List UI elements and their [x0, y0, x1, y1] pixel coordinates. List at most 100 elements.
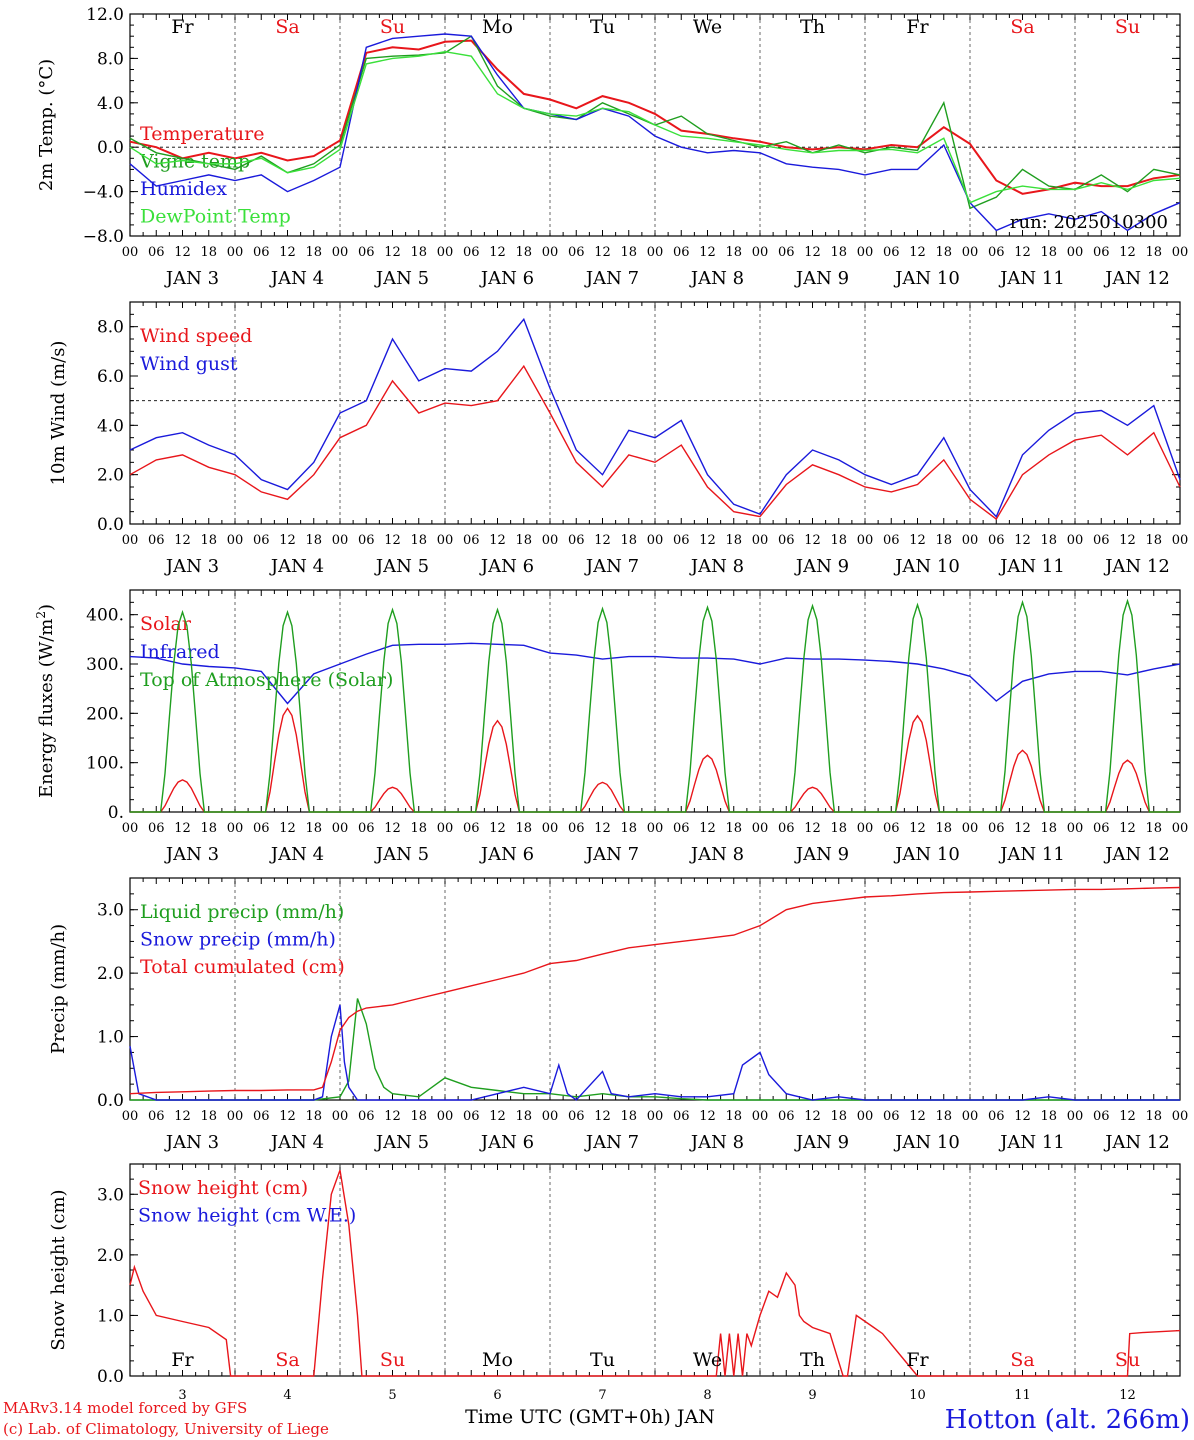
hour-tick-label: 00	[647, 533, 664, 548]
hour-tick-label: 06	[883, 533, 900, 548]
hour-tick-label: 00	[857, 1109, 874, 1124]
hour-tick-label: 00	[752, 245, 769, 260]
date-label: JAN 12	[1103, 844, 1170, 865]
y-tick-label: 0.	[108, 803, 124, 823]
y-tick-label: 1.0	[97, 1028, 124, 1048]
date-label: JAN 6	[479, 268, 534, 289]
day-number-label: 11	[1014, 1388, 1031, 1403]
hour-tick-label: 00	[962, 821, 979, 836]
hour-tick-label: 12	[909, 1109, 926, 1124]
series-line-wind-speed	[129, 364, 1181, 521]
hour-tick-label: 00	[962, 1109, 979, 1124]
weekday-label: Su	[380, 16, 405, 38]
y-tick-label: 2.0	[97, 1246, 124, 1266]
hour-tick-label: 00	[122, 245, 139, 260]
hour-tick-label: 00	[542, 245, 559, 260]
credit-line-1: MARv3.14 model forced by GFS	[3, 1399, 247, 1417]
hour-tick-label: 00	[1067, 533, 1084, 548]
series-line-infrared	[129, 642, 1181, 705]
date-label: JAN 4	[269, 844, 324, 865]
date-label: JAN 4	[269, 556, 324, 577]
y-tick-label: 4.0	[97, 416, 124, 436]
legend-entry: Snow precip (mm/h)	[140, 929, 336, 951]
day-number-label: 10	[909, 1388, 926, 1403]
hour-tick-label: 12	[279, 821, 296, 836]
hour-tick-label: 18	[410, 821, 427, 836]
hour-tick-label: 00	[332, 245, 349, 260]
panel-1: 12.0 8.0 4.0 0.0 −4.0 −8.0 2m Temp. (°C) Temper…	[36, 5, 1188, 289]
hour-tick-label: 12	[909, 245, 926, 260]
y-tick-label: 6.0	[97, 367, 124, 387]
hour-tick-label: 12	[804, 533, 821, 548]
hour-tick-label: 18	[1145, 533, 1162, 548]
date-label: JAN 8	[689, 268, 744, 289]
date-label: JAN 12	[1103, 1132, 1170, 1153]
hour-tick-label: 06	[463, 821, 480, 836]
hour-tick-label: 18	[305, 245, 322, 260]
y-tick-label: 1.0	[97, 1306, 124, 1326]
weekday-label: Sa	[275, 1349, 299, 1371]
hour-tick-label: 06	[358, 245, 375, 260]
hour-tick-label: 06	[988, 533, 1005, 548]
hour-tick-label: 12	[699, 1109, 716, 1124]
day-number-label: 12	[1119, 1388, 1136, 1403]
date-label: JAN 12	[1103, 268, 1170, 289]
hour-tick-label: 12	[279, 533, 296, 548]
hour-tick-label: 00	[1067, 821, 1084, 836]
day-number-label: 8	[703, 1388, 711, 1403]
hour-tick-label: 12	[384, 1109, 401, 1124]
hour-tick-label: 06	[988, 1109, 1005, 1124]
date-label: JAN 7	[584, 844, 639, 865]
y-axis-label: Energy fluxes (W/m2)	[34, 604, 57, 798]
hour-tick-label: 06	[568, 245, 585, 260]
hour-tick-label: 18	[620, 533, 637, 548]
hour-tick-label: 18	[725, 1109, 742, 1124]
hour-tick-label: 06	[883, 1109, 900, 1124]
date-label: JAN 3	[164, 1132, 219, 1153]
date-label: JAN 5	[374, 556, 429, 577]
hour-tick-label: 12	[699, 821, 716, 836]
legend-entry: Liquid precip (mm/h)	[140, 901, 344, 923]
y-tick-label: −8.0	[83, 227, 124, 247]
date-label: JAN 3	[164, 844, 219, 865]
series-line-wind-gust	[129, 317, 1181, 518]
date-label: JAN 11	[998, 844, 1065, 865]
hour-tick-label: 18	[515, 533, 532, 548]
weekday-label: Sa	[275, 16, 299, 38]
hour-tick-label: 00	[1172, 533, 1189, 548]
hour-tick-label: 18	[620, 1109, 637, 1124]
y-tick-label: 12.0	[86, 5, 124, 25]
hour-tick-label: 06	[568, 1109, 585, 1124]
hour-tick-label: 18	[620, 821, 637, 836]
weekday-label: Sa	[1010, 16, 1034, 38]
y-tick-label: 4.0	[97, 94, 124, 114]
hour-tick-label: 06	[778, 245, 795, 260]
hour-tick-label: 00	[1067, 245, 1084, 260]
hour-tick-label: 00	[227, 821, 244, 836]
hour-tick-label: 06	[1093, 533, 1110, 548]
hour-tick-label: 12	[699, 245, 716, 260]
hour-tick-label: 00	[647, 245, 664, 260]
hour-tick-label: 12	[1014, 245, 1031, 260]
hour-tick-label: 06	[883, 821, 900, 836]
date-label: JAN 7	[584, 1132, 639, 1153]
hour-tick-label: 00	[332, 821, 349, 836]
panels: 12.0 8.0 4.0 0.0 −4.0 −8.0 2m Temp. (°C) Temper…	[34, 5, 1188, 1403]
hour-tick-label: 12	[594, 821, 611, 836]
x-axis-title: Time UTC (GMT+0h) JAN	[465, 1406, 715, 1428]
hour-tick-label: 00	[752, 533, 769, 548]
hour-tick-label: 18	[620, 245, 637, 260]
hour-tick-label: 12	[384, 533, 401, 548]
y-tick-label: 400.	[86, 606, 124, 626]
day-number-label: 6	[493, 1388, 501, 1403]
hour-tick-label: 18	[1040, 533, 1057, 548]
hour-tick-label: 00	[1172, 245, 1189, 260]
hour-tick-label: 06	[778, 1109, 795, 1124]
hour-tick-label: 06	[463, 533, 480, 548]
hour-tick-label: 00	[857, 245, 874, 260]
hour-tick-label: 12	[1119, 533, 1136, 548]
weekday-label: Su	[380, 1349, 405, 1371]
y-axis-label-sup: 2	[34, 611, 48, 619]
hour-tick-label: 18	[935, 1109, 952, 1124]
